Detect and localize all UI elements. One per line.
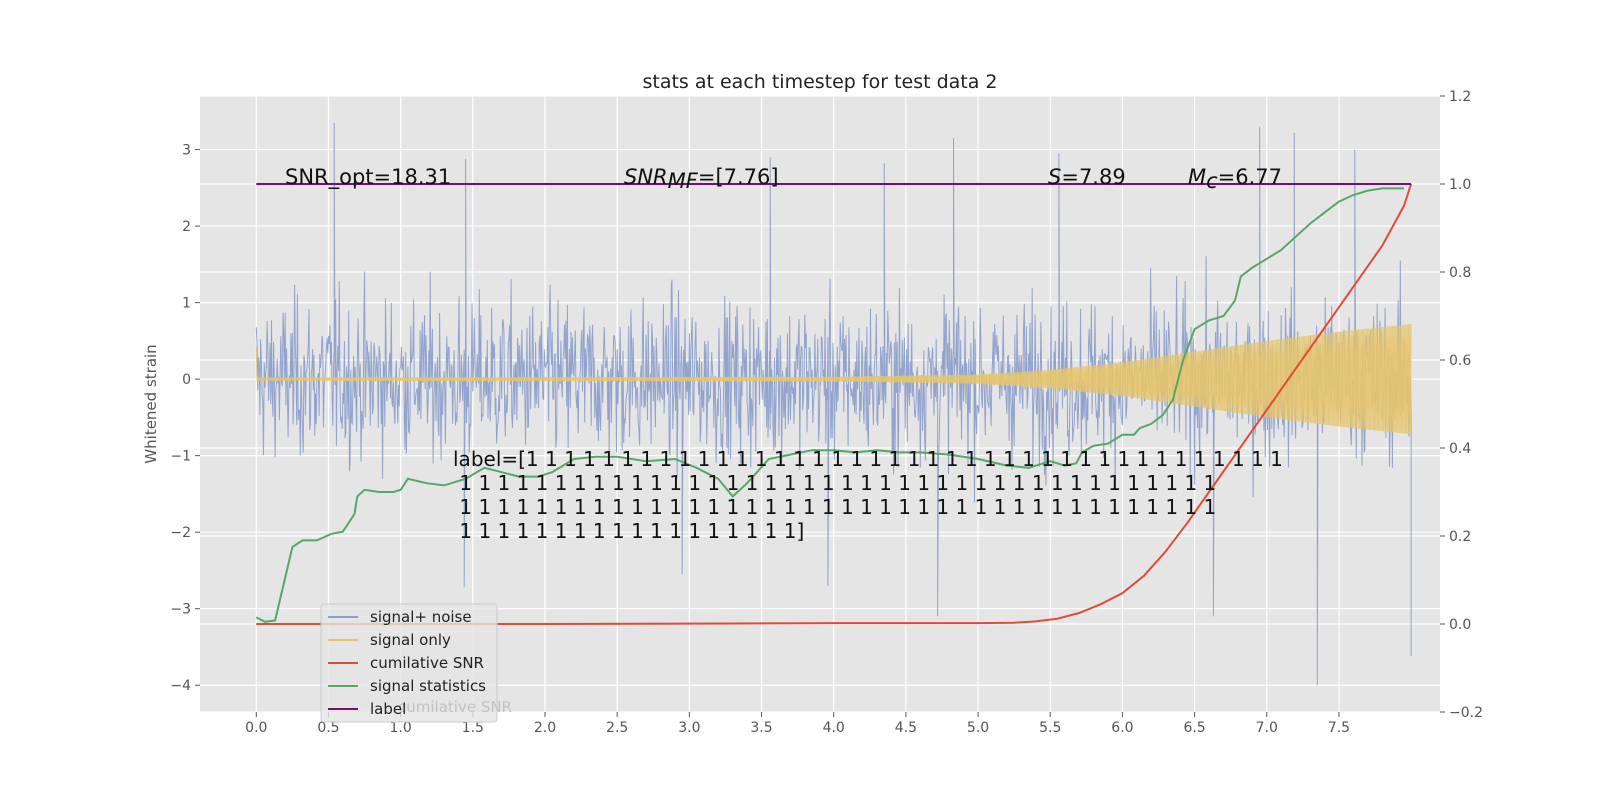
traces <box>255 122 1413 686</box>
y-ticks: 3 2 1 0 −1 −2 −3 −4 <box>170 143 200 694</box>
label-line-1: label=[1 1 1 1 1 1 1 1 1 1 1 1 1 1 1 1 1… <box>453 447 1283 471</box>
y-tick-label: 2 <box>182 219 191 235</box>
y2-tick-label: −0.2 <box>1449 705 1483 721</box>
x-tick-label: 6.5 <box>1183 720 1205 736</box>
cumulative-snr-line <box>256 183 1413 625</box>
legend-label-signal-statistics: signal statistics <box>370 677 486 695</box>
mc-subscript: c <box>1206 169 1218 193</box>
label-line-2: 1 1 1 1 1 1 1 1 1 1 1 1 1 1 1 1 1 1 1 1 … <box>453 471 1216 495</box>
s-annotation: S=7.89 <box>1048 165 1126 189</box>
x-tick-label: 6.0 <box>1111 720 1133 736</box>
s-symbol: S <box>1048 165 1061 189</box>
legend-entries: signal+ noise signal only cumilative SNR… <box>328 608 486 718</box>
label-line-4: 1 1 1 1 1 1 1 1 1 1 1 1 1 1 1 1 1 1] <box>453 519 804 543</box>
mc-value: =6.77 <box>1218 165 1282 189</box>
label-line-3: 1 1 1 1 1 1 1 1 1 1 1 1 1 1 1 1 1 1 1 1 … <box>453 495 1216 519</box>
s-value: =7.89 <box>1061 165 1125 189</box>
y-tick-label: 0 <box>182 372 191 388</box>
x-tick-label: 7.5 <box>1328 720 1350 736</box>
legend-box <box>320 603 498 723</box>
y2-tick-label: 0.6 <box>1449 353 1471 369</box>
x-tick-label: 2.5 <box>606 720 628 736</box>
label-annotation: label=[1 1 1 1 1 1 1 1 1 1 1 1 1 1 1 1 1… <box>453 447 1283 543</box>
y-axis-title: Whitened strain <box>142 344 160 463</box>
y-tick-label: −1 <box>170 449 191 465</box>
chart-title: stats at each timestep for test data 2 <box>642 71 997 93</box>
signal-only-trace <box>255 323 1412 435</box>
x-tick-label: 5.5 <box>1039 720 1061 736</box>
x-tick-label: 2.0 <box>534 720 556 736</box>
legend-label-cumulative-snr: cumilative SNR <box>370 654 484 672</box>
y2-tick-label: 1.0 <box>1449 177 1471 193</box>
x-tick-label: 0.5 <box>317 720 339 736</box>
snr-opt-annotation: SNR_opt=18.31 <box>285 165 451 190</box>
legend-ghost-text: cumilative SNR <box>398 698 512 716</box>
legend-label-label: label <box>370 700 406 718</box>
snr-mf-annotation: SNRMF=[7.76] <box>624 165 779 193</box>
y-tick-label: −2 <box>170 525 191 541</box>
snr-mf-value: =[7.76] <box>698 165 779 189</box>
y2-tick-label: 0.8 <box>1449 265 1471 281</box>
y-tick-label: −3 <box>170 602 191 618</box>
x-tick-label: 1.5 <box>462 720 484 736</box>
y2-ticks: 1.2 1.0 0.8 0.6 0.4 0.2 0.0 −0.2 <box>1440 89 1483 721</box>
y2-tick-label: 0.4 <box>1449 441 1471 457</box>
y-tick-label: −4 <box>170 678 191 694</box>
legend-label-signal-noise: signal+ noise <box>370 608 472 626</box>
x-tick-label: 1.0 <box>390 720 412 736</box>
x-tick-label: 3.0 <box>678 720 700 736</box>
y2-tick-label: 1.2 <box>1449 89 1471 105</box>
signal-noise-trace <box>255 122 1412 686</box>
mc-symbol: M <box>1188 165 1206 189</box>
y-tick-label: 3 <box>182 143 191 159</box>
x-tick-label: 4.5 <box>895 720 917 736</box>
x-ticks: 0.0 0.5 1.0 1.5 2.0 2.5 3.0 3.5 4.0 4.5 5.0 5.5 6.0 6… <box>245 712 1350 736</box>
x-tick-label: 7.0 <box>1256 720 1278 736</box>
legend: cumilative SNR signal+ noise signal only… <box>320 603 512 723</box>
x-tick-label: 0.0 <box>245 720 267 736</box>
grid <box>200 95 1440 713</box>
x-tick-label: 5.0 <box>967 720 989 736</box>
x-tick-label: 4.0 <box>823 720 845 736</box>
signal-statistics-line <box>255 187 1404 623</box>
snr-mf-subscript: MF <box>668 169 699 193</box>
y-tick-label: 1 <box>182 296 191 312</box>
legend-label-signal-only: signal only <box>370 631 451 649</box>
x-tick-label: 3.5 <box>750 720 772 736</box>
snr-mf-symbol: SNR <box>624 165 668 189</box>
y2-tick-label: 0.2 <box>1449 529 1471 545</box>
y2-tick-label: 0.0 <box>1449 617 1471 633</box>
mc-annotation: Mc=6.77 <box>1188 165 1282 193</box>
